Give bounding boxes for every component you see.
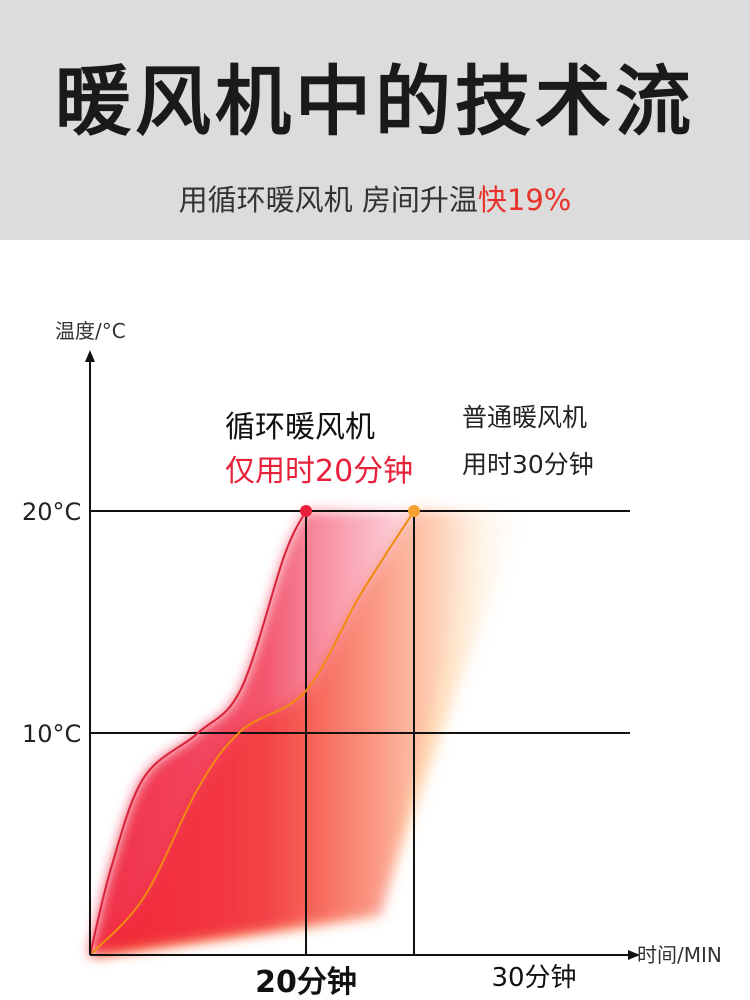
series-label-circulating: 循环暖风机 — [225, 410, 375, 445]
grid-layer — [90, 510, 630, 955]
x-tick-20min: 20分钟 — [255, 965, 357, 1000]
x-axis-arrow — [628, 950, 640, 960]
y-axis-arrow — [85, 350, 95, 362]
line-circulating — [89, 510, 307, 956]
page-title: 暖风机中的技术流 — [55, 57, 695, 146]
y-tick-10: 10°C — [22, 720, 81, 748]
subtitle: 用循环暖风机 房间升温快19% — [0, 178, 750, 222]
subtitle-highlight: 快19% — [477, 183, 572, 217]
x-tick-30min: 30分钟 — [491, 963, 576, 993]
subtitle-text: 用循环暖风机 房间升温 — [178, 183, 478, 217]
series-note-circulating: 仅用时20分钟 — [225, 454, 413, 489]
y-axis-label: 温度/°C — [55, 319, 126, 343]
series-label-ordinary: 普通暖风机 — [462, 403, 587, 432]
y-tick-20: 20°C — [22, 498, 81, 526]
x-axis-label: 时间/MIN — [637, 943, 722, 967]
series-note-ordinary: 用时30分钟 — [462, 450, 594, 479]
line-ordinary — [89, 510, 415, 956]
end-marker-ordinary — [408, 505, 420, 517]
end-marker-circulating — [300, 505, 312, 517]
header-banner: 暖风机中的技术流 用循环暖风机 房间升温快19% — [0, 0, 750, 240]
line-layer — [89, 505, 420, 956]
temperature-chart: 温度/°C 时间/MIN 10°C 20°C 20分钟 30分钟 循环暖风机 仅… — [22, 319, 722, 1000]
